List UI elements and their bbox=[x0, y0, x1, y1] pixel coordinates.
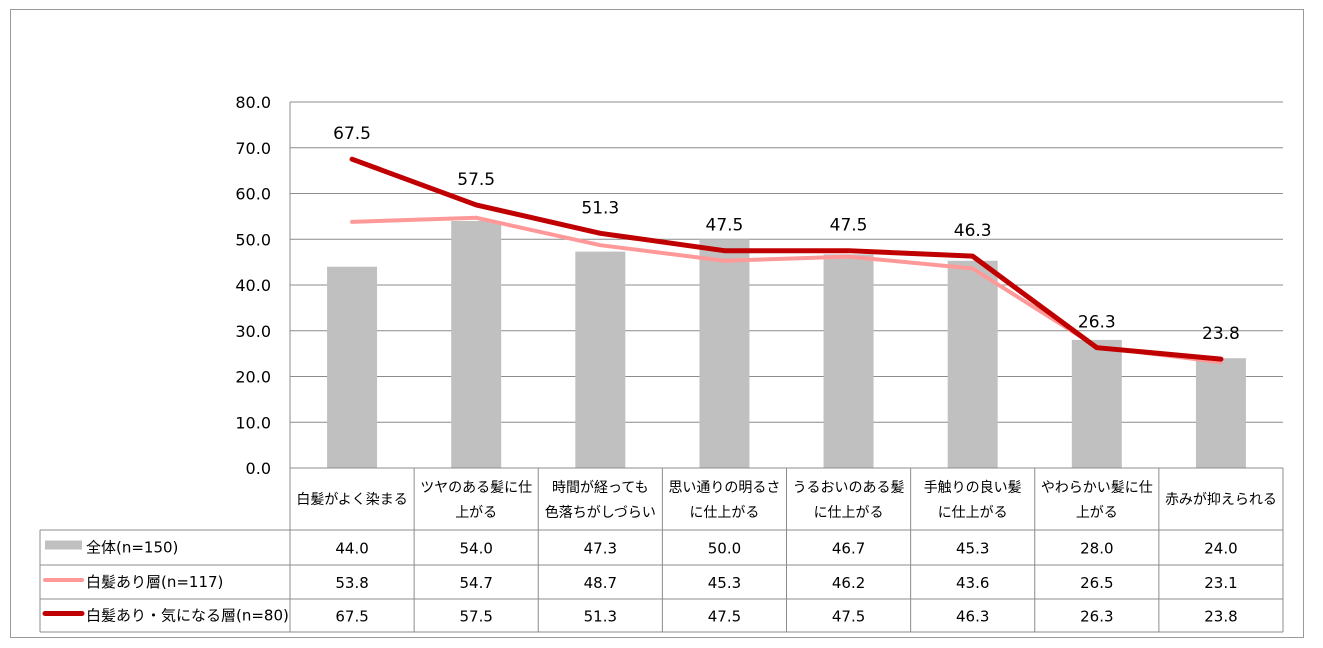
data-label: 23.8 bbox=[1202, 324, 1240, 344]
table-cell: 67.5 bbox=[335, 608, 368, 626]
table-cell: 46.7 bbox=[832, 540, 865, 558]
table-cell: 51.3 bbox=[584, 608, 617, 626]
table-cell: 45.3 bbox=[708, 574, 741, 592]
category-label: 赤みが抑えられる bbox=[1165, 492, 1277, 508]
table-cell: 26.5 bbox=[1080, 574, 1113, 592]
table-cell: 23.1 bbox=[1204, 574, 1237, 592]
y-tick-label: 10.0 bbox=[235, 413, 271, 432]
y-tick-label: 80.0 bbox=[235, 93, 271, 112]
category-label: 色落ちがしづらい bbox=[545, 504, 656, 521]
table-cell: 28.0 bbox=[1080, 540, 1113, 558]
category-label: 思い通りの明るさ bbox=[668, 480, 780, 496]
bar bbox=[1071, 339, 1122, 468]
category-label: ツヤのある髪に仕 bbox=[420, 480, 532, 496]
table-cell: 54.0 bbox=[459, 540, 492, 558]
category-label: に仕上がる bbox=[689, 505, 759, 521]
category-label: うるおいのある髪 bbox=[793, 480, 905, 496]
table-cell: 53.8 bbox=[335, 574, 368, 592]
bar bbox=[1195, 358, 1246, 468]
y-tick-label: 40.0 bbox=[235, 276, 271, 295]
chart-frame bbox=[10, 9, 1304, 638]
data-label: 51.3 bbox=[581, 198, 619, 218]
table-cell: 46.2 bbox=[832, 574, 865, 592]
table-cell: 47.3 bbox=[584, 540, 617, 558]
legend-label: 白髪あり層(n=117) bbox=[86, 573, 223, 591]
legend-label: 全体(n=150) bbox=[86, 539, 178, 557]
data-label: 46.3 bbox=[954, 221, 992, 241]
y-tick-label: 70.0 bbox=[235, 139, 271, 158]
category-label: に仕上がる bbox=[938, 505, 1008, 521]
category-label: に仕上がる bbox=[814, 505, 884, 521]
data-label: 26.3 bbox=[1078, 313, 1116, 333]
legend-key-bar bbox=[45, 540, 82, 550]
table-cell: 26.3 bbox=[1080, 608, 1113, 626]
line-series-concerned bbox=[349, 156, 1224, 362]
category-label: 時間が経っても bbox=[552, 480, 649, 496]
category-label: 上がる bbox=[455, 505, 497, 521]
y-tick-label: 20.0 bbox=[235, 368, 271, 387]
bar bbox=[947, 260, 998, 468]
data-label: 47.5 bbox=[830, 216, 868, 236]
legend-label: 白髪あり・気になる層(n=80) bbox=[86, 607, 289, 625]
y-tick-label: 30.0 bbox=[235, 322, 271, 341]
y-tick-label: 60.0 bbox=[235, 185, 271, 204]
category-label: 白髪がよく染まる bbox=[296, 492, 407, 508]
table-cell: 45.3 bbox=[956, 540, 989, 558]
table-cell: 23.8 bbox=[1204, 608, 1237, 626]
table-cell: 48.7 bbox=[584, 574, 617, 592]
table-cell: 57.5 bbox=[459, 608, 492, 626]
y-tick-label: 50.0 bbox=[235, 230, 271, 249]
table-cell: 47.5 bbox=[832, 608, 865, 626]
table-cell: 43.6 bbox=[956, 574, 989, 592]
table-cell: 54.7 bbox=[459, 574, 492, 592]
table-cell: 50.0 bbox=[708, 540, 741, 558]
table-cell: 24.0 bbox=[1204, 540, 1237, 558]
data-label: 47.5 bbox=[706, 216, 744, 236]
bar bbox=[451, 220, 502, 468]
y-tick-label: 0.0 bbox=[246, 459, 271, 478]
table-cell: 44.0 bbox=[335, 540, 368, 558]
category-label: やわらかい髪に仕 bbox=[1041, 480, 1153, 496]
category-label: 上がる bbox=[1076, 505, 1118, 521]
data-label: 57.5 bbox=[457, 170, 495, 190]
bar bbox=[823, 254, 874, 468]
bar bbox=[327, 266, 378, 468]
category-label: 手触りの良い髪 bbox=[924, 480, 1022, 496]
data-label: 67.5 bbox=[333, 124, 371, 144]
bar bbox=[575, 251, 626, 468]
table-cell: 46.3 bbox=[956, 608, 989, 626]
table-cell: 47.5 bbox=[708, 608, 741, 626]
bar bbox=[699, 239, 750, 468]
